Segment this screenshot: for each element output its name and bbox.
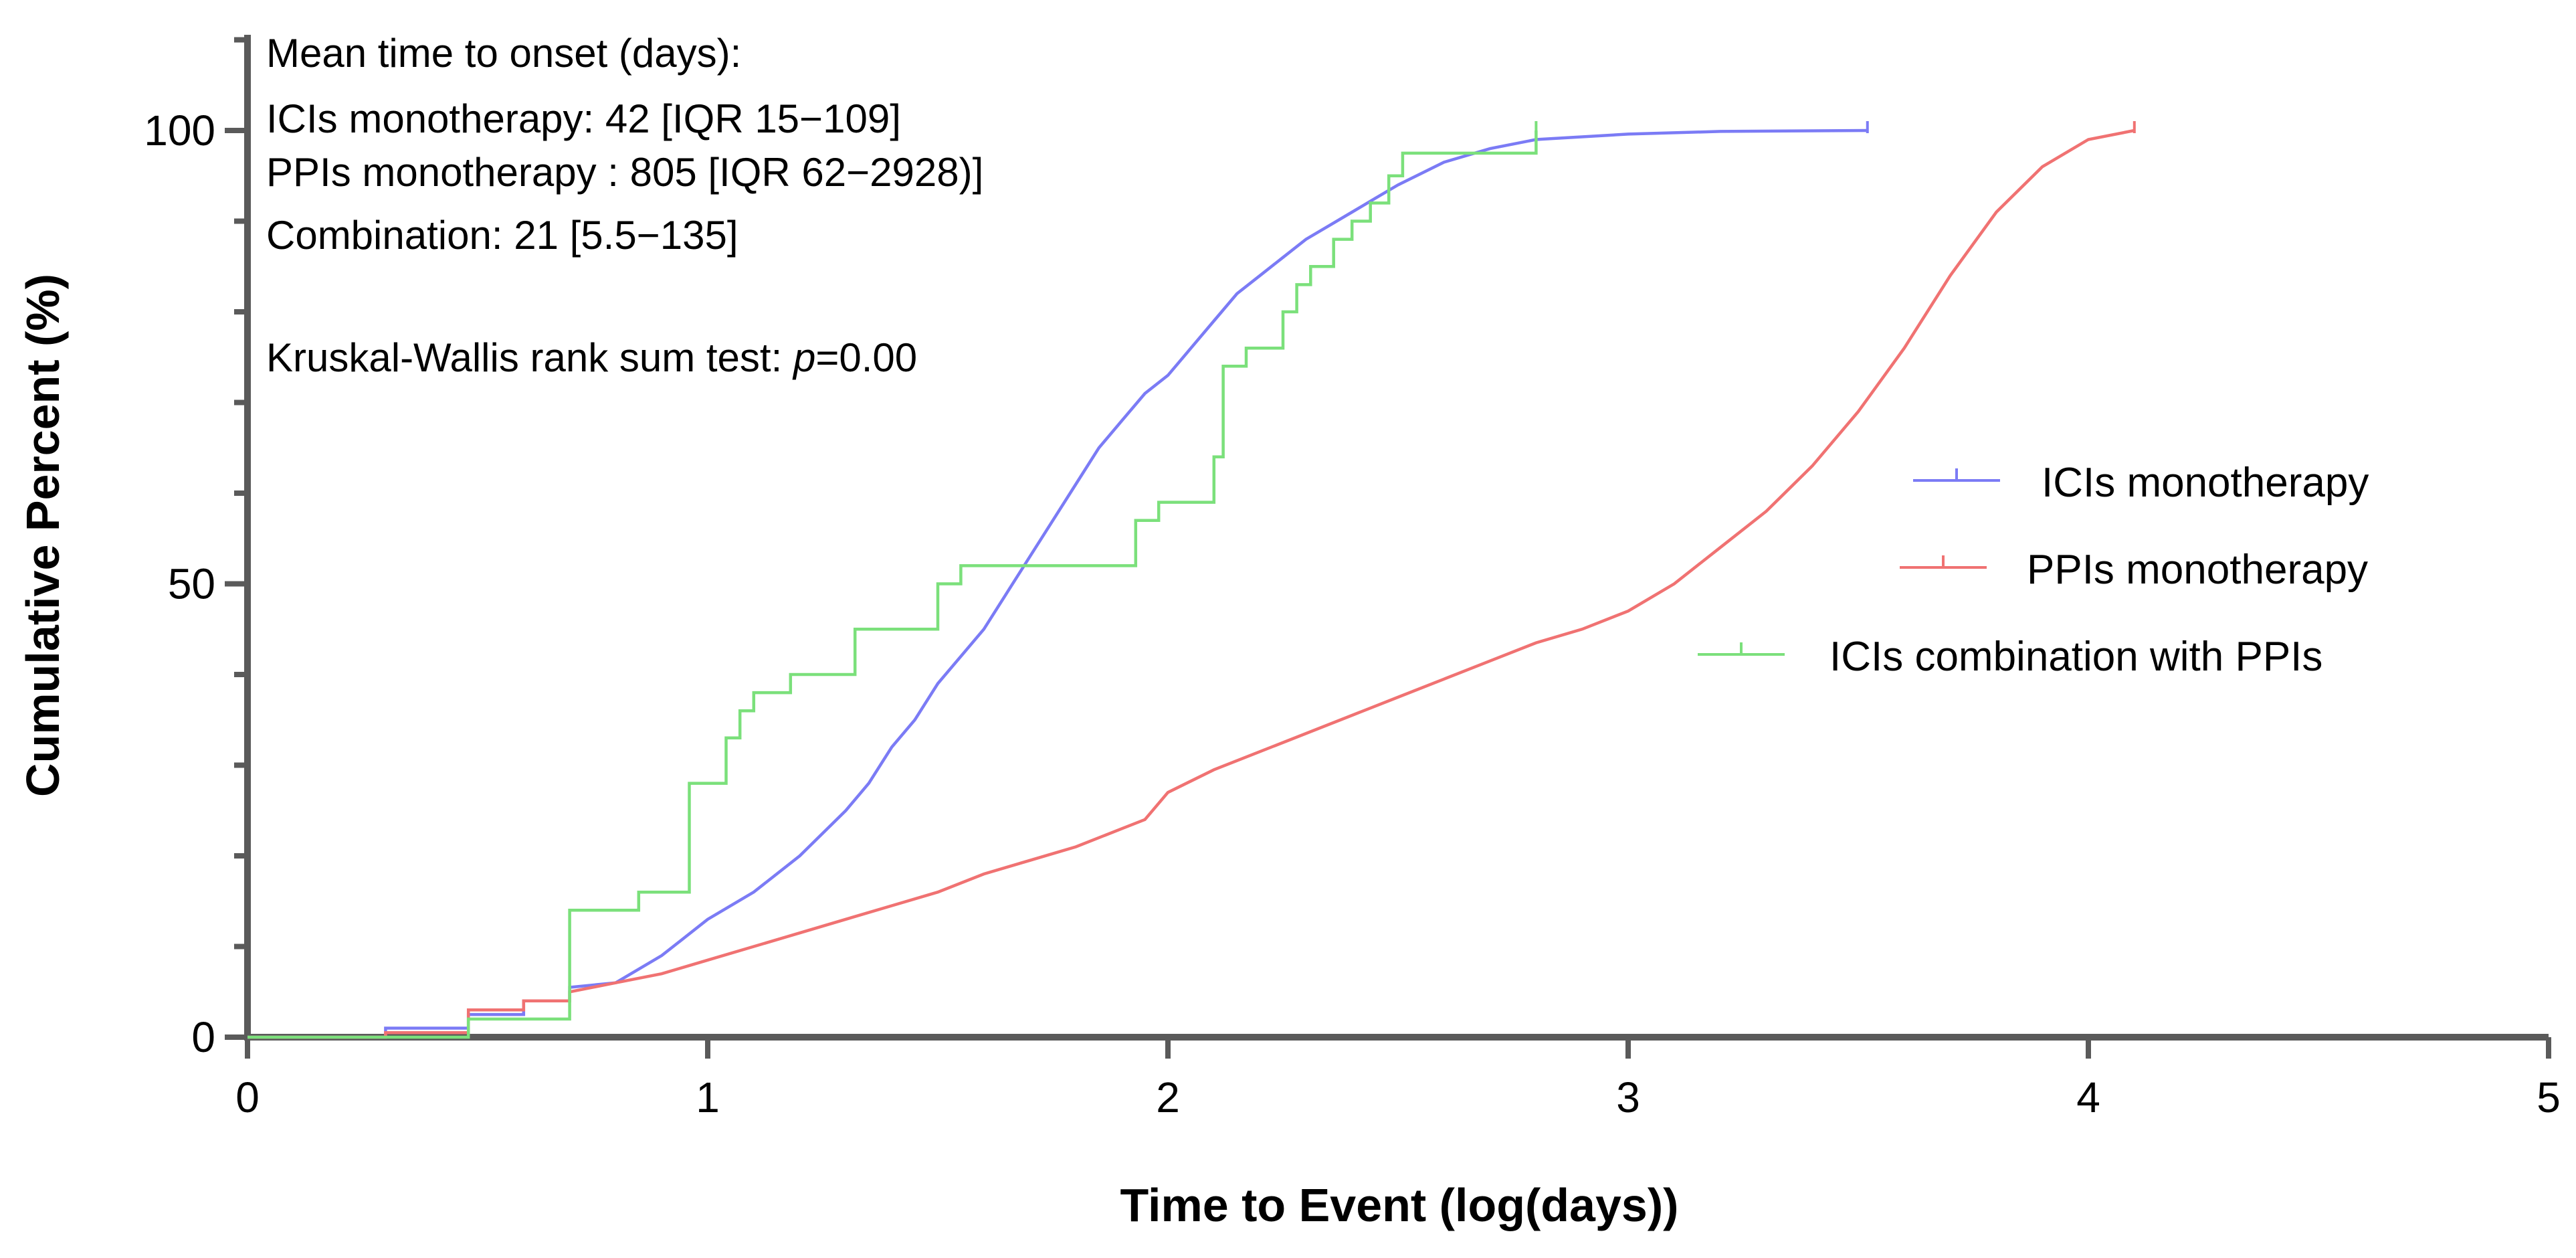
annotation-block: Mean time to onset (days): ICIs monother… — [266, 31, 983, 380]
annotation-test-p: p — [792, 335, 815, 380]
annotation-heading: Mean time to onset (days): — [266, 31, 741, 76]
y-axis-title: Cumulative Percent (%) — [17, 274, 69, 797]
legend-item-combination: ICIs combination with PPIs — [1698, 634, 2322, 680]
series-line-0 — [247, 128, 1868, 1039]
series-line-2 — [247, 130, 1538, 1039]
y-tick-label: 100 — [144, 106, 215, 155]
annotation-test-prefix: Kruskal-Wallis rank sum test: — [266, 335, 793, 380]
legend-item-ici: ICIs monotherapy — [1913, 460, 2369, 506]
y-tick-label: 0 — [191, 1013, 215, 1061]
x-tick-label: 4 — [2076, 1073, 2100, 1121]
annotation-combination: Combination: 21 [5.5−135] — [266, 213, 738, 258]
x-tick-label: 2 — [1156, 1073, 1180, 1121]
x-tick-label: 0 — [235, 1073, 260, 1121]
annotation-ppi: PPIs monotherapy : 805 [IQR 62−2928)] — [266, 150, 983, 195]
legend-label-ici: ICIs monotherapy — [2042, 460, 2369, 506]
series-layer — [247, 121, 2136, 1039]
x-tick-label: 1 — [696, 1073, 720, 1121]
y-tick-label: 50 — [168, 560, 215, 608]
annotation-test-value: =0.00 — [815, 335, 917, 380]
legend: ICIs monotherapy PPIs monotherapy ICIs c… — [1698, 460, 2369, 680]
x-axis-title: Time to Event (log(days)) — [1120, 1179, 1679, 1231]
legend-label-combination: ICIs combination with PPIs — [1829, 634, 2322, 680]
annotation-test: Kruskal-Wallis rank sum test: p=0.00 — [266, 335, 917, 380]
x-tick-label: 5 — [2537, 1073, 2561, 1121]
annotation-ici: ICIs monotherapy: 42 [IQR 15−109] — [266, 96, 901, 141]
axes: 0 50 100 0 1 2 3 4 5 — [144, 35, 2561, 1121]
legend-label-ppi: PPIs monotherapy — [2027, 547, 2368, 593]
series-line-1 — [247, 128, 2135, 1039]
x-tick-label: 3 — [1616, 1073, 1640, 1121]
legend-item-ppi: PPIs monotherapy — [1900, 547, 2368, 593]
